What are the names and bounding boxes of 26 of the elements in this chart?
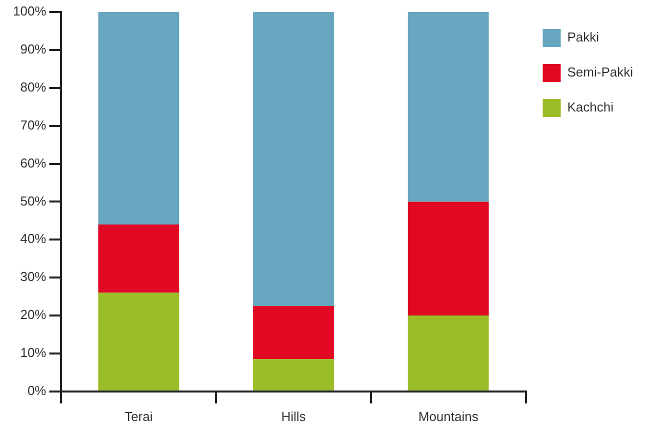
x-tick-label: Mountains — [418, 408, 479, 424]
legend-label: Semi-Pakki — [567, 64, 634, 80]
x-tick-label: Terai — [124, 408, 153, 424]
y-tick-label: 20% — [20, 307, 47, 322]
y-tick-label: 100% — [13, 4, 47, 19]
y-tick-label: 70% — [20, 117, 47, 132]
x-tick-label: Hills — [281, 408, 306, 424]
y-tick-label: 0% — [27, 382, 47, 398]
bar — [98, 224, 180, 293]
bar — [408, 202, 489, 316]
bar — [253, 359, 334, 390]
y-tick-label: 50% — [20, 193, 47, 208]
bar — [98, 12, 180, 224]
y-tick-label: 80% — [20, 79, 47, 94]
bar — [253, 306, 334, 360]
bar — [253, 12, 334, 306]
legend-label: Pakki — [567, 30, 600, 45]
y-tick-label: 10% — [20, 345, 47, 360]
y-tick-label: 90% — [20, 42, 47, 57]
legend-label: Kachchi — [567, 100, 614, 115]
bar — [98, 292, 180, 390]
bar — [408, 316, 489, 390]
y-tick-label: 40% — [20, 231, 47, 246]
bar — [408, 12, 489, 202]
y-tick-label: 30% — [20, 269, 47, 284]
y-tick-label: 60% — [20, 155, 47, 170]
